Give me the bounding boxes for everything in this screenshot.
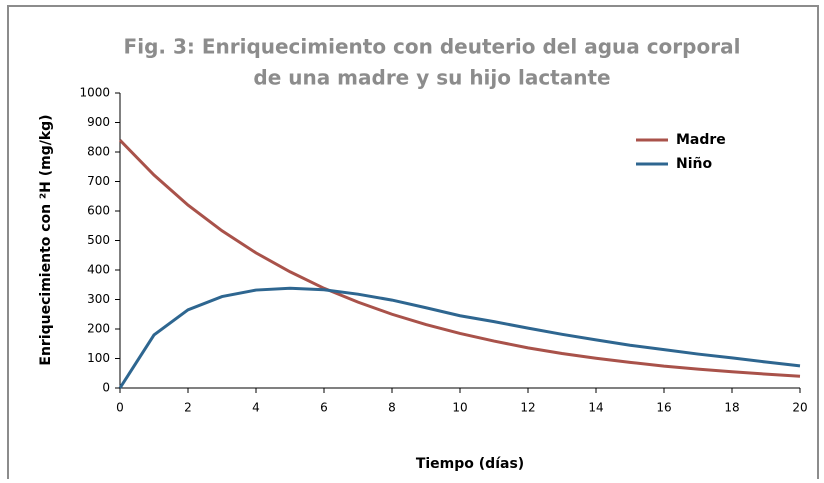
y-tick-label: 0 xyxy=(102,381,110,395)
y-tick-label: 900 xyxy=(87,115,110,129)
chart-title: de una madre y su hijo lactante xyxy=(253,66,610,90)
x-tick-label: 2 xyxy=(184,401,192,415)
y-tick-label: 1000 xyxy=(79,86,110,100)
x-tick-label: 20 xyxy=(792,401,807,415)
y-tick-label: 100 xyxy=(87,351,110,365)
x-axis-label: Tiempo (días) xyxy=(416,456,524,472)
y-tick-label: 700 xyxy=(87,174,110,188)
x-tick-label: 0 xyxy=(116,401,124,415)
y-axis-label: Enriquecimiento con ²H (mg/kg) xyxy=(38,114,54,365)
chart-title: Fig. 3: Enriquecimiento con deuterio del… xyxy=(124,35,741,59)
y-tick-label: 400 xyxy=(87,263,110,277)
x-tick-label: 12 xyxy=(520,401,535,415)
legend-label: Niño xyxy=(676,156,712,172)
y-tick-label: 800 xyxy=(87,145,110,159)
y-tick-label: 300 xyxy=(87,292,110,306)
x-tick-label: 18 xyxy=(724,401,739,415)
y-tick-label: 600 xyxy=(87,204,110,218)
y-tick-label: 200 xyxy=(87,322,110,336)
frame xyxy=(7,5,819,479)
x-tick-label: 14 xyxy=(588,401,603,415)
x-tick-label: 8 xyxy=(388,401,396,415)
x-tick-label: 4 xyxy=(252,401,260,415)
x-tick-label: 10 xyxy=(452,401,467,415)
series-line xyxy=(118,139,801,378)
y-tick-label: 500 xyxy=(87,233,110,247)
series-line xyxy=(118,286,801,389)
x-tick-label: 16 xyxy=(656,401,671,415)
x-tick-label: 6 xyxy=(320,401,328,415)
legend-label: Madre xyxy=(676,132,726,148)
